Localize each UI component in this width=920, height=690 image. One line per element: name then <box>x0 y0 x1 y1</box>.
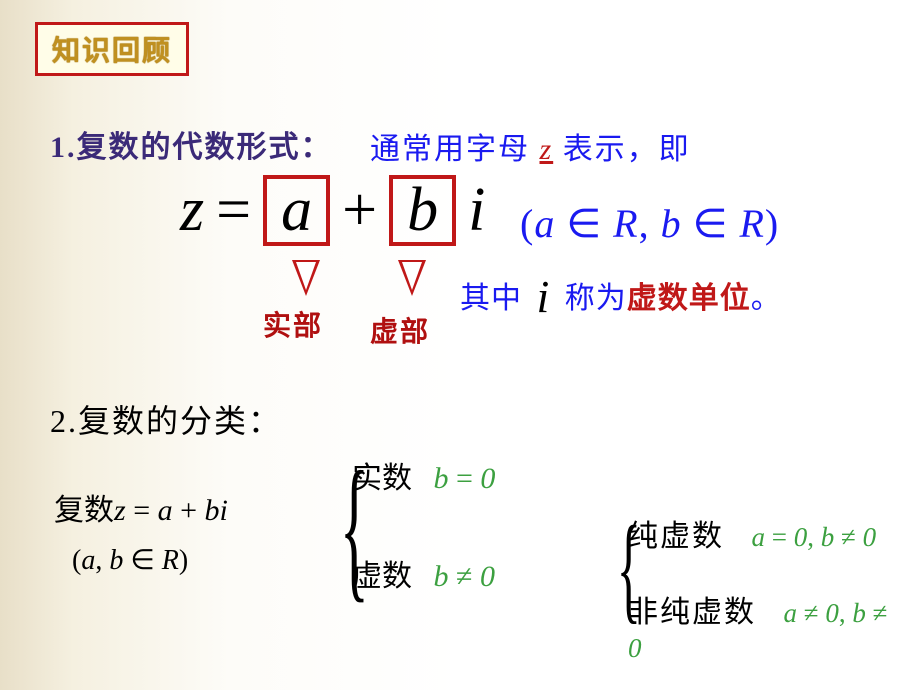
branch-imag-cond: b ≠ 0 <box>420 560 495 593</box>
branch-real: 实数 b = 0 <box>352 453 495 497</box>
formula-z-abi: z = a + b i <box>180 175 485 246</box>
formula-b-box: b <box>389 175 456 246</box>
unit-i: i <box>531 271 557 322</box>
branch-npure: 非纯虚数 a ≠ 0, b ≠ 0 <box>628 587 888 665</box>
classify-lhs-cn: 复数 <box>54 494 114 527</box>
branch-pure-label: 纯虚数 <box>628 520 724 553</box>
unit-red: 虚数单位 <box>627 282 751 315</box>
branch-npure-label: 非纯虚数 <box>628 596 756 629</box>
branch-imag: 虚数 b ≠ 0 <box>352 551 495 595</box>
section1-desc: 通常用字母 z 表示，即 <box>370 124 691 168</box>
desc-suffix: 表示，即 <box>553 133 691 166</box>
label-real-part: 实部 <box>263 304 323 344</box>
branch-imag-label: 虚数 <box>352 560 412 593</box>
classification-block: 复数z = a + bi (a, b ∈ R) { 实数 b = 0 虚数 b … <box>48 445 888 655</box>
formula-domain: (a ∈ R, b ∈ R) <box>520 200 779 247</box>
classify-lhs: 复数z = a + bi <box>54 485 228 529</box>
formula-a-box: a <box>263 175 330 246</box>
classify-lhs-domain: (a, b ∈ R) <box>72 543 188 577</box>
formula-eq: = <box>216 175 251 246</box>
formula-plus: + <box>342 175 377 246</box>
review-badge: 知识回顾 <box>35 22 189 76</box>
callout-arrow-a <box>292 260 320 296</box>
unit-suffix: 。 <box>751 282 782 315</box>
branch-pure: 纯虚数 a = 0, b ≠ 0 <box>628 511 876 555</box>
branch-pure-cond: a = 0, b ≠ 0 <box>734 522 877 552</box>
desc-prefix: 通常用字母 <box>370 133 540 166</box>
branch-real-cond: b = 0 <box>420 462 496 495</box>
label-imag-part: 虚部 <box>370 310 430 350</box>
unit-mid: 称为 <box>556 282 627 315</box>
imaginary-unit-line: 其中 i 称为虚数单位。 <box>460 270 782 323</box>
callout-arrow-b <box>398 260 426 296</box>
formula-i: i <box>468 175 485 246</box>
section1-title: 1.复数的代数形式： <box>50 122 333 166</box>
unit-prefix: 其中 <box>460 282 531 315</box>
formula-z: z <box>180 175 204 246</box>
section2-title: 2.复数的分类： <box>50 396 282 442</box>
branch-real-label: 实数 <box>352 462 412 495</box>
desc-var-z: z <box>540 133 554 166</box>
